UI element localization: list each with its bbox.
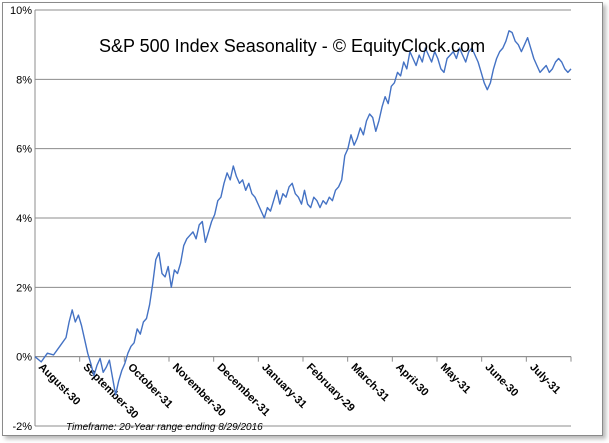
series-line xyxy=(34,30,572,396)
series-layer xyxy=(34,30,572,396)
timeframe-footnote: Timeframe: 20-Year range ending 8/29/201… xyxy=(66,422,263,433)
y-tick-labels: -2% 0% 2% 4% 6% 8% 10% xyxy=(10,5,32,433)
chart-title: S&P 500 Index Seasonality - © EquityCloc… xyxy=(99,36,485,56)
y-tick-label: 6% xyxy=(16,144,32,156)
chart-frame xyxy=(2,2,603,436)
y-tick-label: 10% xyxy=(10,5,32,17)
y-tick-label: 2% xyxy=(16,282,32,294)
x-tick-label: May-31 xyxy=(438,361,473,396)
y-tick-label: 0% xyxy=(16,352,32,364)
x-tick-label: August-30 xyxy=(36,361,83,408)
x-tick-label: April-30 xyxy=(393,361,430,398)
x-tick-label: October-31 xyxy=(125,361,175,411)
y-tick-label: 4% xyxy=(16,213,32,225)
x-tick-label: June-30 xyxy=(483,361,521,399)
y-tick-label: -2% xyxy=(12,421,32,433)
x-tick-label: March-31 xyxy=(349,361,392,404)
x-tick-label: January-31 xyxy=(259,361,309,411)
x-tick-label: July-31 xyxy=(527,361,562,396)
axes xyxy=(34,10,572,426)
y-tick-label: 8% xyxy=(16,74,32,86)
